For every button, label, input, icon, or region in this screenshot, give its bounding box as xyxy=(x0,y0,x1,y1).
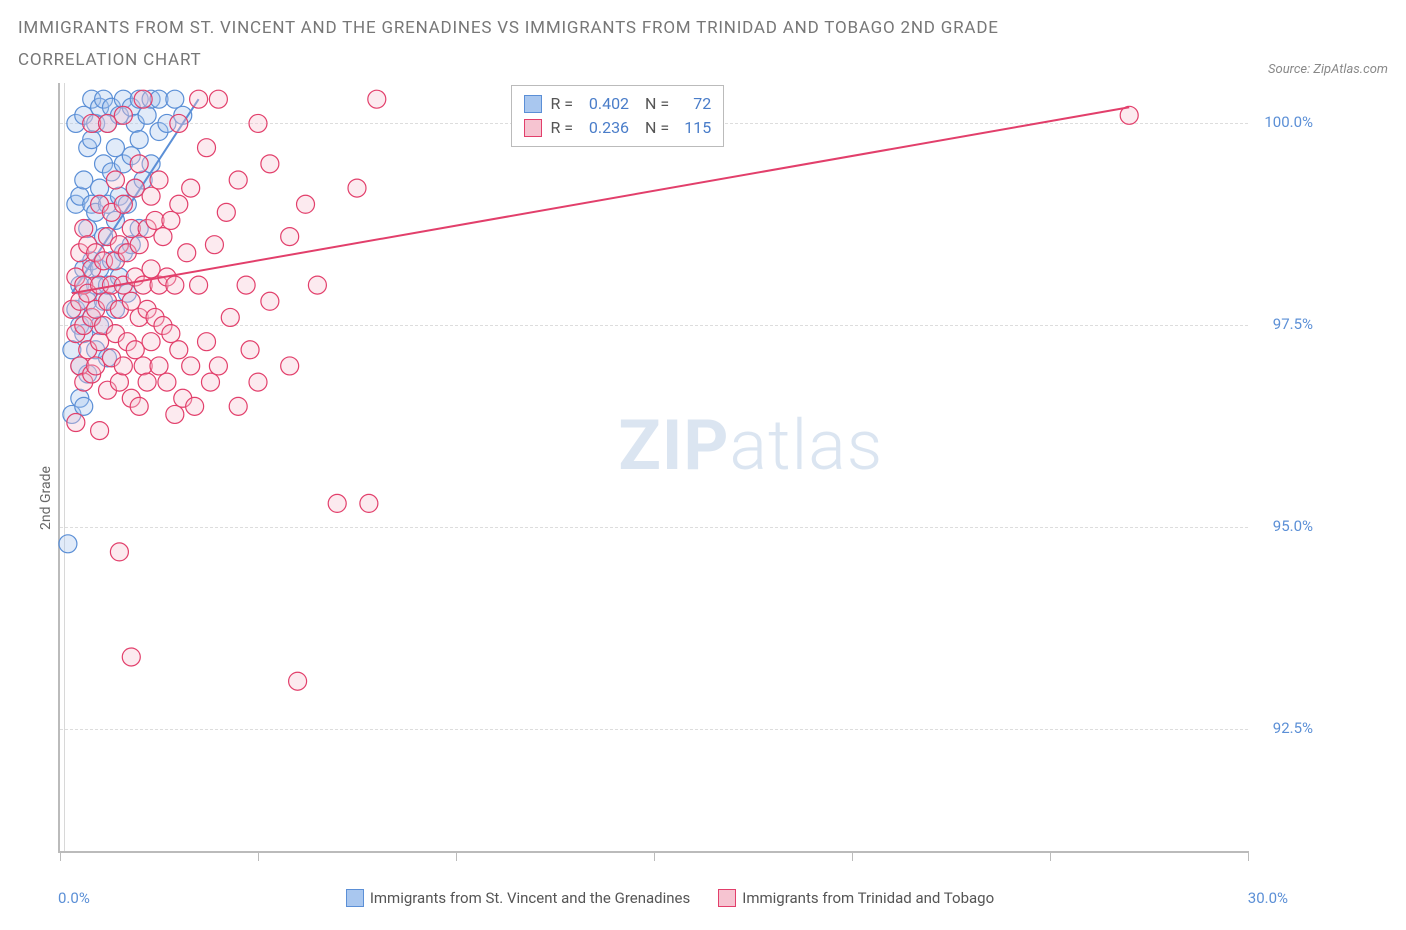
y-tick-label: 92.5% xyxy=(1273,719,1313,737)
data-point xyxy=(348,179,366,197)
data-point xyxy=(166,276,184,294)
chart-container: 2nd Grade ZIPatlas R =0.402 N =72 R =0.2… xyxy=(18,83,1388,913)
data-point xyxy=(114,195,132,213)
data-point xyxy=(126,340,144,358)
data-point xyxy=(75,219,93,237)
data-point xyxy=(126,179,144,197)
data-point xyxy=(166,90,184,108)
swatch-tt-icon xyxy=(718,889,736,907)
data-point xyxy=(67,413,85,431)
data-point xyxy=(182,357,200,375)
y-tick-label: 100.0% xyxy=(1264,113,1313,131)
data-point xyxy=(106,138,124,156)
data-point xyxy=(241,340,259,358)
data-point xyxy=(209,90,227,108)
data-point xyxy=(190,276,208,294)
x-min-label: 0.0% xyxy=(58,889,90,907)
data-point xyxy=(75,397,93,415)
data-point xyxy=(162,211,180,229)
data-point xyxy=(360,494,378,512)
data-point xyxy=(138,373,156,391)
chart-title: IMMIGRANTS FROM ST. VINCENT AND THE GREN… xyxy=(18,12,1038,77)
data-point xyxy=(91,332,109,350)
data-point xyxy=(114,106,132,124)
x-max-label: 30.0% xyxy=(1248,889,1288,907)
legend-item-svg: Immigrants from St. Vincent and the Gren… xyxy=(346,889,690,907)
data-point xyxy=(122,292,140,310)
data-point xyxy=(261,154,279,172)
data-point xyxy=(198,138,216,156)
data-point xyxy=(249,373,267,391)
data-point xyxy=(289,672,307,690)
data-point xyxy=(91,421,109,439)
data-point xyxy=(106,171,124,189)
data-point xyxy=(110,542,128,560)
legend-item-tt: Immigrants from Trinidad and Tobago xyxy=(718,889,994,907)
data-point xyxy=(110,373,128,391)
data-point xyxy=(170,340,188,358)
data-point xyxy=(150,357,168,375)
data-point xyxy=(83,130,101,148)
data-point xyxy=(130,397,148,415)
data-point xyxy=(205,235,223,253)
data-point xyxy=(190,90,208,108)
data-point xyxy=(170,195,188,213)
data-point xyxy=(308,276,326,294)
data-point xyxy=(162,324,180,342)
data-point xyxy=(130,235,148,253)
data-point xyxy=(229,397,247,415)
data-point xyxy=(237,276,255,294)
plot-area: ZIPatlas R =0.402 N =72 R =0.236 N =115 xyxy=(58,83,1248,853)
data-point xyxy=(166,405,184,423)
data-point xyxy=(261,292,279,310)
data-point xyxy=(186,397,204,415)
data-point xyxy=(209,357,227,375)
data-point xyxy=(75,171,93,189)
data-point xyxy=(281,357,299,375)
data-point xyxy=(221,308,239,326)
data-point xyxy=(142,260,160,278)
data-point xyxy=(217,203,235,221)
data-point xyxy=(122,648,140,666)
data-point xyxy=(170,114,188,132)
y-tick-label: 97.5% xyxy=(1273,315,1313,333)
data-point xyxy=(59,534,77,552)
data-point xyxy=(249,114,267,132)
legend-bottom: 0.0% Immigrants from St. Vincent and the… xyxy=(18,889,1388,907)
scatter-layer xyxy=(60,83,1248,851)
data-point xyxy=(142,187,160,205)
data-point xyxy=(182,179,200,197)
data-point xyxy=(138,106,156,124)
data-point xyxy=(178,243,196,261)
data-point xyxy=(134,90,152,108)
data-point xyxy=(150,171,168,189)
y-tick-label: 95.0% xyxy=(1273,517,1313,535)
data-point xyxy=(142,332,160,350)
trend-line xyxy=(72,107,1129,293)
data-point xyxy=(297,195,315,213)
swatch-svg-icon xyxy=(346,889,364,907)
data-point xyxy=(87,357,105,375)
data-point xyxy=(198,332,216,350)
data-point xyxy=(368,90,386,108)
data-point xyxy=(154,227,172,245)
source-label: Source: ZipAtlas.com xyxy=(1268,62,1388,77)
data-point xyxy=(201,373,219,391)
data-point xyxy=(130,130,148,148)
data-point xyxy=(229,171,247,189)
data-point xyxy=(114,357,132,375)
data-point xyxy=(158,373,176,391)
data-point xyxy=(91,179,109,197)
data-point xyxy=(281,227,299,245)
data-point xyxy=(328,494,346,512)
data-point xyxy=(130,154,148,172)
data-point xyxy=(99,114,117,132)
y-axis-label: 2nd Grade xyxy=(38,466,54,530)
